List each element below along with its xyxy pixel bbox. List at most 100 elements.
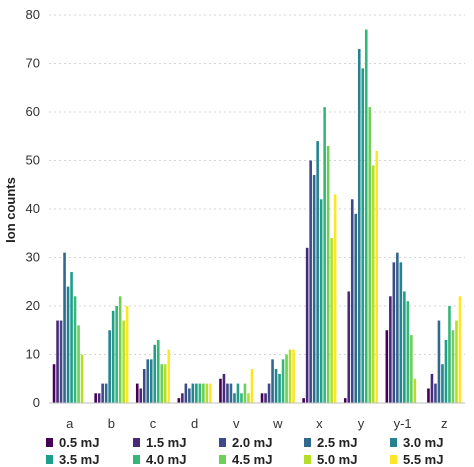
x-tick-label: y [358, 416, 365, 431]
y-axis-title: Ion counts [3, 177, 18, 243]
bar [323, 107, 326, 404]
bar [396, 252, 399, 403]
bar [77, 325, 80, 403]
legend-swatch [304, 438, 311, 447]
x-tick-label: b [108, 416, 115, 431]
y-tick-label: 20 [26, 298, 40, 313]
bar [410, 335, 413, 403]
bar [247, 393, 250, 403]
bar [343, 398, 347, 403]
bar [115, 306, 118, 403]
bar [146, 359, 150, 403]
bar [108, 330, 111, 403]
bar [156, 339, 160, 403]
bar [181, 393, 184, 403]
bar [101, 383, 104, 403]
bar [153, 344, 157, 403]
bar [330, 238, 333, 403]
bar [70, 272, 73, 403]
bar [250, 369, 254, 403]
y-tick-label: 70 [26, 56, 40, 71]
bar [209, 383, 212, 403]
bar [406, 301, 410, 403]
bar [288, 349, 292, 403]
legend-label: 3.0 mJ [403, 435, 443, 450]
x-tick-label: z [441, 416, 448, 431]
bar [202, 383, 205, 403]
bar [444, 339, 448, 403]
bar [368, 107, 372, 404]
legend-label: 3.5 mJ [59, 452, 99, 467]
bar [305, 247, 309, 403]
x-tick-label: c [150, 416, 157, 431]
bar [354, 213, 358, 403]
bar [240, 393, 243, 403]
bar [333, 194, 337, 403]
bar [271, 359, 274, 403]
bar [326, 145, 330, 403]
bar [278, 373, 281, 403]
bar [167, 349, 171, 403]
bar [274, 369, 278, 403]
x-tick-label: x [316, 416, 323, 431]
bar [361, 68, 365, 403]
bar [455, 320, 458, 403]
bar [399, 262, 403, 403]
bar [302, 398, 305, 403]
bar [319, 199, 323, 403]
bar [403, 291, 406, 403]
bar [309, 160, 312, 403]
legend-label: 2.5 mJ [317, 435, 357, 450]
bar [448, 306, 451, 403]
bar [281, 359, 285, 403]
bar [205, 383, 209, 403]
bar [364, 29, 368, 404]
bar [59, 320, 63, 403]
bar [347, 291, 351, 403]
x-tick-label: d [191, 416, 198, 431]
legend-label: 2.0 mJ [232, 435, 272, 450]
legend-label: 5.5 mJ [403, 452, 443, 467]
x-tick-label: v [233, 416, 240, 431]
bar [111, 310, 115, 403]
bar [434, 383, 437, 403]
bar [177, 398, 181, 403]
legend-swatch [219, 438, 226, 447]
legend-swatch [133, 455, 140, 464]
bar [198, 383, 202, 403]
bar [357, 48, 361, 403]
bar [413, 378, 417, 403]
y-tick-label: 50 [26, 153, 40, 168]
bar [233, 393, 236, 403]
bar [191, 383, 195, 403]
legend-swatch [219, 455, 226, 464]
bar [52, 364, 56, 403]
legend-label: 1.5 mJ [146, 435, 186, 450]
bar [385, 330, 389, 403]
x-tick-label: y-1 [394, 416, 412, 431]
bar [229, 383, 233, 403]
bar [80, 354, 84, 403]
bar [219, 378, 222, 403]
legend-swatch [46, 438, 53, 447]
y-tick-label: 40 [26, 201, 40, 216]
bar [430, 373, 434, 403]
bar [139, 388, 143, 403]
legend-swatch [390, 455, 397, 464]
bar [73, 296, 77, 403]
bar [392, 262, 396, 403]
legend-label: 5.0 mJ [317, 452, 357, 467]
x-tick-label: a [66, 416, 74, 431]
bar [312, 175, 316, 403]
bar [316, 141, 319, 403]
bar [195, 383, 198, 403]
bar [63, 252, 66, 403]
bar [56, 320, 59, 403]
legend-label: 4.0 mJ [146, 452, 186, 467]
legend-label: 0.5 mJ [59, 435, 99, 450]
x-tick-label: w [272, 416, 283, 431]
bar [264, 393, 267, 403]
bar [350, 199, 354, 403]
bar [122, 320, 125, 403]
